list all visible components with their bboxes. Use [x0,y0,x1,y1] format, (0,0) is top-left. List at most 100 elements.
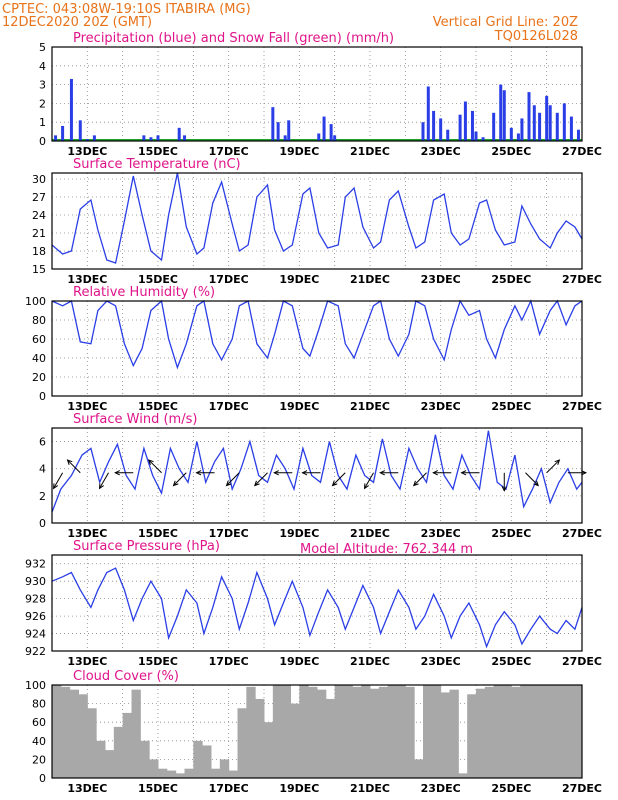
cloud-bar [334,685,344,778]
precip-bar [283,135,287,141]
model-altitude: Model Altitude: 762.344 m [300,542,473,557]
cloud-bar [511,686,521,778]
y-tick-label: 80 [32,314,46,327]
precip-bar [421,122,425,141]
cloud-bar [325,698,336,778]
precip-bar [432,110,436,141]
y-tick-label: 4 [39,463,46,476]
precip-bar [458,114,462,141]
precip-bar [492,112,496,141]
cloud-bar [370,688,380,778]
cloud-bar [246,686,256,778]
y-tick-label: 4 [39,60,46,73]
x-tick-label: 13DEC [67,145,107,158]
pressure-line [51,567,583,649]
y-tick-label: 5 [39,41,46,54]
wind-arrow [332,472,346,486]
x-tick-label: 13DEC [67,273,107,286]
x-tick-label: 23DEC [421,655,461,668]
cloud-bar [467,694,477,778]
x-tick-label: 27DEC [562,782,602,795]
model-code: TQ0126L028 [494,29,578,44]
humidity-line [51,299,583,370]
precip-bar [92,135,96,141]
cloud-bar [131,689,141,778]
x-tick-label: 25DEC [491,655,531,668]
x-tick-label: 25DEC [491,782,531,795]
precip-bar [183,135,186,141]
wind-arrow-head [331,480,338,487]
wind-arrow [99,472,109,489]
cloud-bar [317,689,327,778]
cloud-bar [414,759,424,778]
x-tick-label: 15DEC [138,273,178,286]
cloud-bar [184,768,194,778]
x-tick-label: 21DEC [350,782,390,795]
wind-arrow-head [363,483,369,490]
wind-arrow-head [581,470,588,476]
cloud-title: Cloud Cover (%) [73,669,179,684]
wind-arrow [413,472,427,486]
precip-title: Precipitation (blue) and Snow Fall (gree… [73,31,394,46]
precip-bar [54,135,58,141]
wind-arrow-head [53,483,59,490]
precip-bar [527,92,531,141]
pressure-frame [51,554,583,652]
y-tick-label: 24 [32,209,46,222]
wind-arrow-head [195,470,202,476]
cloud-bar [211,768,221,778]
precip-bar [276,122,280,141]
cloud-bar [564,685,574,778]
cloud-bar [219,759,230,778]
x-tick-label: 19DEC [279,527,319,540]
precip-bar [287,120,291,141]
precip-panel: Precipitation (blue) and Snow Fall (gree… [39,31,602,158]
y-tick-label: 924 [25,628,46,641]
cloud-bar [122,712,132,778]
x-tick-label: 23DEC [421,782,461,795]
temperature-panel: Surface Temperature (nC) 15 18 21 24 27 30 13DE… [32,157,602,286]
precip-bar [499,84,503,141]
wind-arrow [67,459,81,474]
y-tick-label: 922 [25,645,46,658]
y-tick-label: 2 [39,490,46,503]
precip-bar [545,95,549,141]
x-tick-label: 21DEC [350,145,390,158]
x-tick-label: 27DEC [562,527,602,540]
x-tick-label: 27DEC [562,655,602,668]
precip-bar [142,135,146,141]
y-tick-label: 18 [32,245,46,258]
x-tick-label: 15DEC [138,782,178,795]
x-tick-label: 13DEC [67,527,107,540]
y-tick-label: 2 [39,97,46,110]
cloud-bar [193,740,203,778]
y-tick-label: 1 [39,116,46,129]
y-tick-label: 20 [32,753,46,766]
y-tick-label: 926 [25,610,46,623]
wind-arrow [254,472,268,486]
y-tick-label: 6 [39,436,46,449]
wind-arrow [364,472,374,489]
humidity-panel: Relative Humidity (%) 0 20 40 60 80 100 13DEC 15… [25,285,602,413]
wind-arrow [525,472,539,486]
temperature-title: Surface Temperature (nC) [73,157,241,172]
wind-arrow-head [460,470,467,476]
wind-arrow-head [253,480,260,487]
precip-bar [317,133,321,141]
wind-arrow [546,459,560,474]
cloud-bar [228,770,238,778]
x-tick-label: 13DEC [67,782,107,795]
wind-arrow [53,472,64,489]
y-tick-label: 40 [32,735,46,748]
x-tick-label: 15DEC [138,145,178,158]
cloud-bar [440,692,450,778]
cloud-bar [202,745,212,778]
pressure-panel: Surface Pressure (hPa) 922 924 926 928 930 932… [25,539,602,668]
cloud-bar [449,689,459,778]
cloud-bar [378,686,389,778]
y-tick-label: 930 [25,575,46,588]
cloud-bar [255,698,265,778]
cloud-bar [537,685,548,778]
x-tick-label: 21DEC [350,527,390,540]
precip-bar [322,116,326,141]
